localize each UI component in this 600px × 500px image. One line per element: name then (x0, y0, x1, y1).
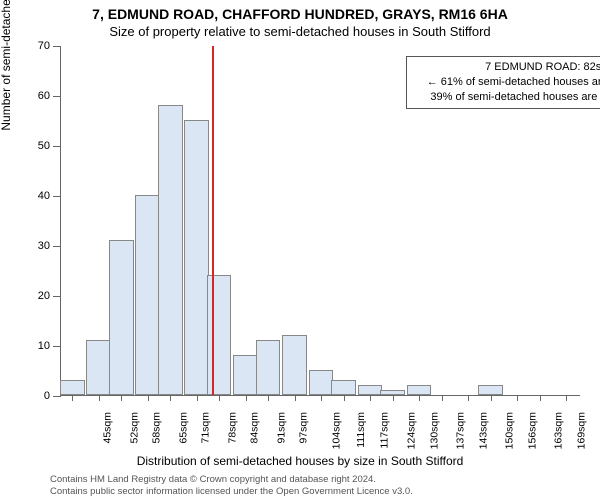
x-tick-label: 97sqm (298, 412, 310, 444)
y-axis-title: Number of semi-detached properties (0, 0, 13, 131)
x-tick-label: 130sqm (428, 412, 440, 449)
histogram-bar (256, 340, 280, 395)
x-tick (99, 395, 100, 401)
chart-title-line2: Size of property relative to semi-detach… (0, 24, 600, 39)
annotation-line: 7 EDMUND ROAD: 82sqm (413, 60, 600, 75)
y-tick-label: 0 (20, 390, 50, 402)
histogram-bar (282, 335, 306, 395)
x-tick-label: 84sqm (249, 412, 261, 444)
x-tick-label: 163sqm (552, 412, 564, 449)
x-tick-label: 117sqm (378, 412, 390, 449)
y-tick-label: 30 (20, 240, 50, 252)
histogram-bar (407, 385, 431, 395)
x-tick-label: 156sqm (526, 412, 538, 449)
annotation-line: 39% of semi-detached houses are larger (… (413, 90, 600, 105)
x-tick (197, 395, 198, 401)
y-tick (53, 146, 61, 147)
y-tick (53, 296, 61, 297)
y-tick (53, 196, 61, 197)
x-tick (246, 395, 247, 401)
x-tick-label: 150sqm (503, 412, 515, 449)
x-tick (491, 395, 492, 401)
histogram-chart: 7, EDMUND ROAD, CHAFFORD HUNDRED, GRAYS,… (0, 0, 600, 500)
chart-title-line1: 7, EDMUND ROAD, CHAFFORD HUNDRED, GRAYS,… (0, 6, 600, 22)
histogram-bar (60, 380, 84, 395)
x-tick (566, 395, 567, 401)
histogram-bar (135, 195, 159, 395)
y-tick-label: 50 (20, 140, 50, 152)
annotation-line: ← 61% of semi-detached houses are smalle… (413, 75, 600, 90)
x-tick (148, 395, 149, 401)
x-tick (393, 395, 394, 401)
x-tick-label: 124sqm (405, 412, 417, 449)
credit-line: Contains public sector information licen… (50, 486, 413, 498)
x-tick-label: 71sqm (200, 412, 212, 444)
x-tick (219, 395, 220, 401)
y-tick (53, 96, 61, 97)
y-tick (53, 46, 61, 47)
x-tick-label: 137sqm (454, 412, 466, 449)
y-tick-label: 40 (20, 190, 50, 202)
histogram-bar (309, 370, 333, 395)
y-tick-label: 10 (20, 340, 50, 352)
histogram-bar (233, 355, 257, 395)
x-tick-label: 52sqm (128, 412, 140, 444)
histogram-bar (478, 385, 502, 395)
histogram-bar (358, 385, 382, 395)
x-tick-label: 65sqm (177, 412, 189, 444)
x-tick-label: 111sqm (355, 412, 367, 448)
chart-credit: Contains HM Land Registry data © Crown c… (50, 474, 413, 499)
histogram-bar (86, 340, 110, 395)
x-tick (468, 395, 469, 401)
y-tick (53, 396, 61, 397)
annotation-box: 7 EDMUND ROAD: 82sqm← 61% of semi-detach… (406, 56, 600, 109)
x-axis-title: Distribution of semi-detached houses by … (0, 454, 600, 468)
x-tick (517, 395, 518, 401)
x-tick (72, 395, 73, 401)
reference-line (212, 46, 214, 395)
x-tick-label: 78sqm (226, 412, 238, 444)
x-tick-label: 143sqm (477, 412, 489, 449)
y-tick (53, 346, 61, 347)
plot-area: 01020304050607045sqm52sqm58sqm65sqm71sqm… (60, 46, 580, 396)
x-tick (321, 395, 322, 401)
x-tick (268, 395, 269, 401)
x-tick (540, 395, 541, 401)
x-tick-label: 169sqm (575, 412, 587, 449)
y-tick-label: 60 (20, 90, 50, 102)
x-tick (370, 395, 371, 401)
credit-line: Contains HM Land Registry data © Crown c… (50, 474, 413, 486)
y-tick-label: 20 (20, 290, 50, 302)
histogram-bar (158, 105, 182, 395)
x-tick (344, 395, 345, 401)
histogram-bar (184, 120, 208, 395)
x-tick-label: 91sqm (275, 412, 287, 444)
y-tick (53, 246, 61, 247)
histogram-bar (207, 275, 231, 395)
x-tick-label: 104sqm (330, 412, 342, 449)
x-tick (419, 395, 420, 401)
y-tick-label: 70 (20, 40, 50, 52)
x-tick (170, 395, 171, 401)
x-tick (121, 395, 122, 401)
x-tick (442, 395, 443, 401)
x-tick (295, 395, 296, 401)
histogram-bar (331, 380, 355, 395)
x-tick-label: 45sqm (102, 412, 114, 444)
x-tick-label: 58sqm (151, 412, 163, 444)
histogram-bar (109, 240, 133, 395)
